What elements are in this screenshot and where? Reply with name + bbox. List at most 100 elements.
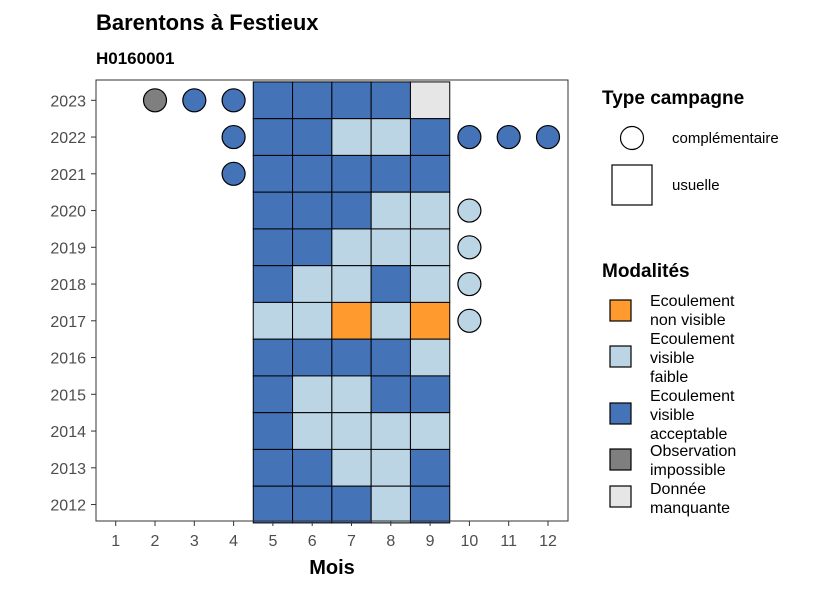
cell-2016-m8: [370, 338, 411, 377]
cell-2012-m9: [409, 485, 451, 524]
y-tick-label-2022: 2022: [50, 130, 86, 147]
heatmap-cells: [252, 81, 451, 524]
chart-title: Barentons à Festieux: [96, 10, 319, 35]
legend-key-EVA: [609, 402, 632, 425]
legend-key-OBS: [609, 448, 632, 471]
cell-2021-m7: [331, 154, 372, 193]
legend-modalites: Modalités Ecoulement non visible Ecoulement…: [602, 261, 736, 517]
cell-2019-m5: [252, 228, 294, 267]
x-tick-label-2: 2: [151, 533, 160, 550]
legend-label-EVA-0: Ecoulement: [650, 388, 735, 405]
cell-2015-m6: [292, 375, 333, 414]
cell-2018-m8: [370, 265, 411, 303]
cell-2021-m5: [252, 154, 294, 193]
y-tick-label-2016: 2016: [50, 351, 86, 368]
legend-modalites-title: Modalités: [602, 261, 690, 282]
cell-2019-m6: [292, 228, 333, 267]
point-2018-m10: [457, 271, 482, 297]
x-tick-label-12: 12: [539, 533, 557, 550]
cell-2023-m5: [252, 81, 294, 120]
legend-key-usuelle: [611, 164, 653, 206]
cell-2020-m6: [292, 191, 333, 230]
cell-2023-m6: [292, 81, 333, 120]
x-axis-title: Mois: [309, 557, 355, 579]
cell-2020-m7: [331, 191, 372, 230]
x-tick-label-3: 3: [190, 533, 199, 550]
cell-2017-m5: [252, 301, 294, 340]
legend-key-EVF: [609, 345, 632, 368]
cell-2014-m6: [292, 412, 333, 450]
cell-2012-m7: [331, 485, 372, 524]
y-tick-label-2019: 2019: [50, 240, 86, 257]
cell-2012-m6: [292, 485, 333, 524]
plot-border: [95, 79, 569, 522]
cell-2018-m9: [409, 265, 451, 303]
point-2022-m11: [496, 124, 521, 150]
cell-2013-m6: [292, 448, 333, 487]
y-tick-label-2017: 2017: [50, 314, 86, 331]
cell-2019-m7: [331, 228, 372, 267]
x-axis: 1 2 3 4 5 6 7 8 9 10 11 12: [111, 521, 557, 550]
cell-2012-m8: [370, 485, 411, 524]
x-tick-label-6: 6: [308, 533, 317, 550]
legend-label-ENV-1: non visible: [650, 312, 726, 329]
cell-2022-m5: [252, 118, 294, 156]
legend-label-EVF-2: faible: [650, 369, 688, 386]
cell-2013-m5: [252, 448, 294, 487]
cell-2019-m9: [409, 228, 451, 267]
legend-label-ND-0: Donnée: [650, 481, 706, 498]
x-tick-label-10: 10: [461, 533, 479, 550]
cell-2016-m7: [331, 338, 372, 377]
legend-key-complementaire: [619, 125, 645, 151]
legend-label-ENV-0: Ecoulement: [650, 293, 735, 310]
cell-2022-m8: [370, 118, 411, 156]
cell-2013-m7: [331, 448, 372, 487]
y-axis: 2023 2022 2021 2020 2019 2018 2017 2016 2015 2014…: [50, 93, 96, 515]
point-2023-m3: [182, 88, 207, 113]
cell-2014-m7: [331, 412, 372, 450]
cell-2020-m5: [252, 191, 294, 230]
cell-2023-m8: [370, 81, 411, 120]
point-2019-m10: [457, 235, 482, 260]
cell-2016-m6: [292, 338, 333, 377]
cell-2018-m7: [331, 265, 372, 303]
cell-2015-m5: [252, 375, 294, 414]
cell-2017-m8: [370, 301, 411, 340]
x-tick-label-11: 11: [500, 533, 517, 550]
cell-2020-m8: [370, 191, 411, 230]
y-tick-label-2018: 2018: [50, 277, 86, 294]
cell-2015-m9: [409, 375, 451, 414]
y-tick-label-2023: 2023: [50, 93, 86, 110]
cell-2020-m9: [409, 191, 451, 230]
legend-label-EVA-1: visible: [650, 407, 695, 424]
point-2020-m10: [457, 198, 482, 223]
legend-type-campagne: Type campagne complémentaire usuelle: [602, 88, 779, 206]
legend-label-EVF-0: Ecoulement: [650, 331, 735, 348]
y-tick-label-2012: 2012: [50, 498, 86, 515]
cell-2022-m7: [331, 118, 372, 156]
point-2022-m4: [221, 124, 246, 150]
point-2021-m4: [221, 161, 246, 186]
cell-2017-m6: [292, 301, 333, 340]
point-2022-m10: [457, 124, 482, 150]
cell-2022-m9: [409, 118, 451, 156]
point-2017-m10: [457, 308, 482, 333]
point-2022-m12: [535, 124, 561, 150]
point-2023-m2: [142, 88, 168, 113]
cell-2015-m7: [331, 375, 372, 414]
cell-2021-m8: [370, 154, 411, 193]
cell-2018-m6: [292, 265, 333, 303]
x-tick-label-8: 8: [386, 533, 395, 550]
legend-key-ENV: [609, 299, 632, 322]
cell-2014-m9: [409, 412, 451, 450]
cell-2016-m5: [252, 338, 294, 377]
y-tick-label-2021: 2021: [50, 167, 86, 184]
legend-type-title: Type campagne: [602, 88, 744, 109]
legend-key-ND: [609, 485, 632, 508]
legend-label-complementaire: complémentaire: [672, 130, 779, 147]
x-tick-label-1: 1: [111, 533, 120, 550]
y-tick-label-2014: 2014: [50, 424, 86, 441]
y-tick-label-2020: 2020: [50, 204, 86, 221]
legend-label-usuelle: usuelle: [672, 177, 720, 194]
